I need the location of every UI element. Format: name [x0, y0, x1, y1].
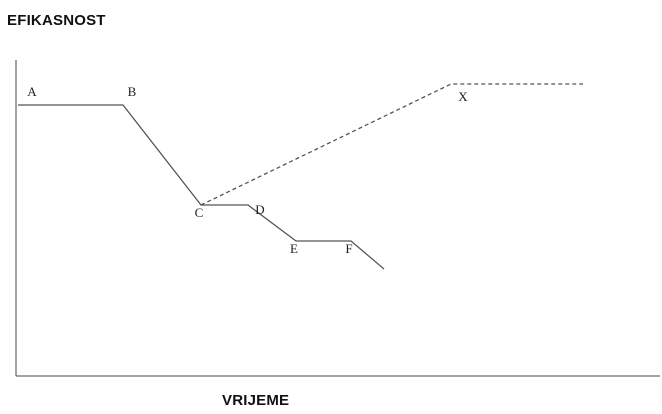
point-labels-layer: A B C D E F X [27, 84, 468, 256]
point-label-c: C [195, 205, 204, 220]
point-label-d: D [255, 202, 264, 217]
x-axis-label: VRIJEME [222, 392, 290, 409]
y-axis-label: EFIKASNOST [7, 12, 106, 29]
point-label-x: X [458, 89, 468, 104]
point-label-f: F [345, 241, 352, 256]
series-line-dashed [200, 83, 583, 206]
point-label-e: E [290, 241, 298, 256]
series-layer [18, 83, 583, 270]
series-line-solid [18, 104, 385, 270]
point-label-b: B [128, 84, 137, 99]
point-label-a: A [27, 84, 37, 99]
